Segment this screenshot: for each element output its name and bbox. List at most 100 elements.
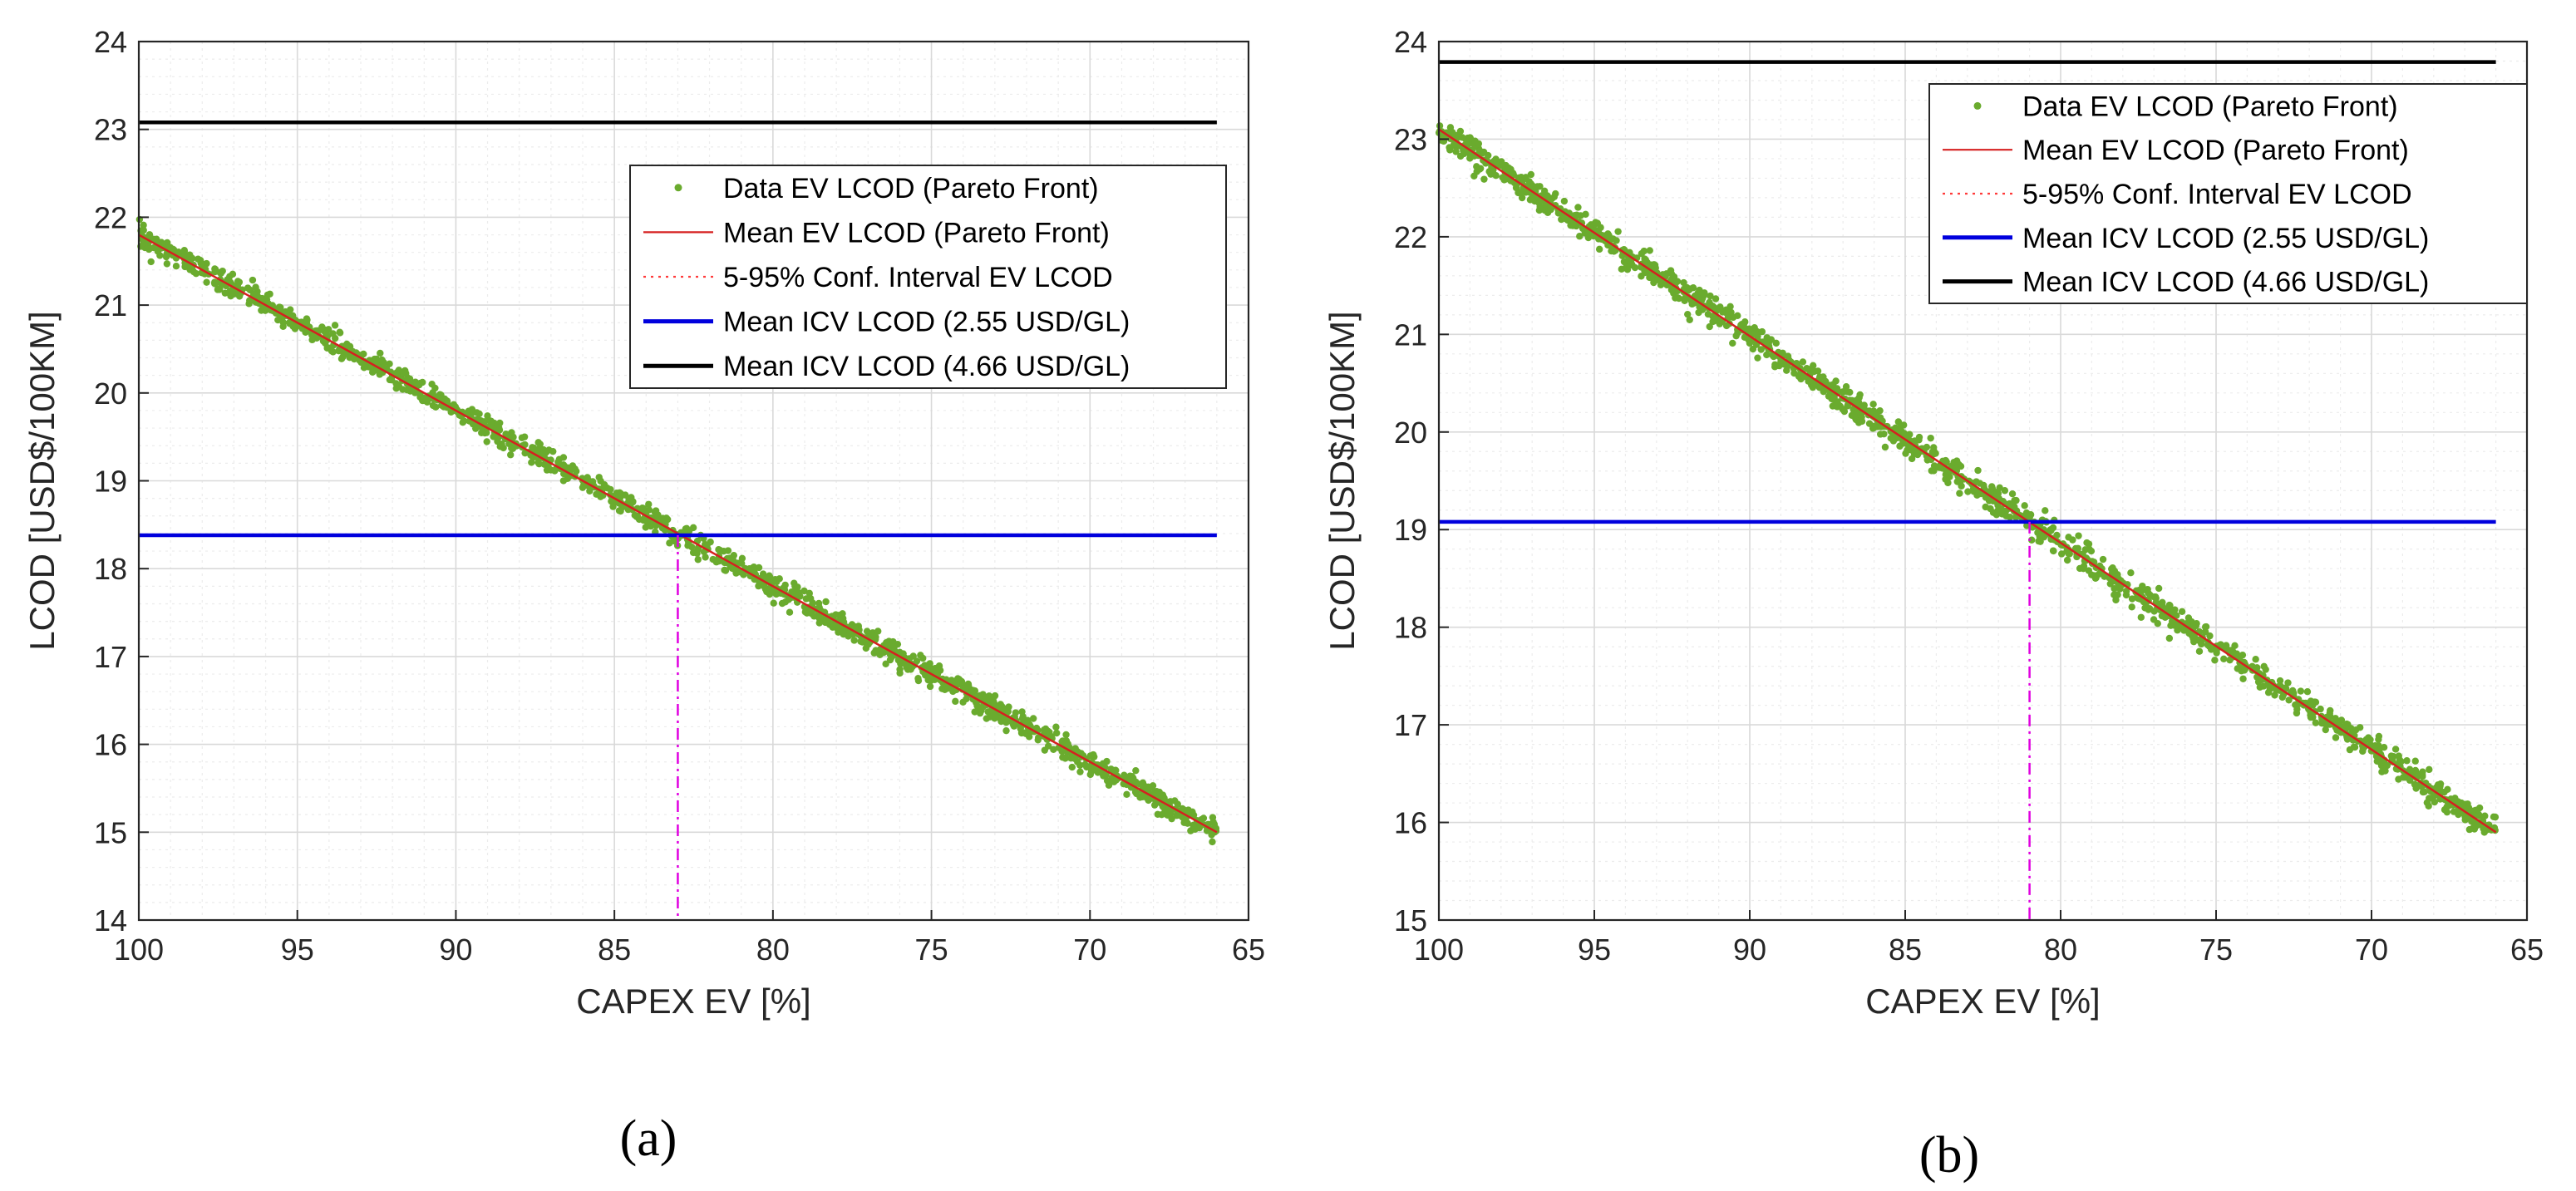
scatter-point — [2206, 632, 2214, 640]
x-axis-label: CAPEX EV [%] — [576, 982, 810, 1021]
scatter-point — [2480, 825, 2489, 833]
scatter-point — [1790, 369, 1798, 377]
scatter-point — [2154, 620, 2161, 627]
scatter-point — [221, 289, 229, 297]
scatter-point — [2290, 689, 2298, 697]
scatter-point — [952, 697, 959, 706]
scatter-point — [1052, 723, 1060, 731]
scatter-point — [1726, 303, 1734, 310]
scatter-point — [1958, 482, 1965, 490]
scatter-point — [1834, 403, 1841, 411]
scatter-point — [540, 449, 548, 456]
scatter-point — [2074, 544, 2082, 553]
scatter-point — [1571, 211, 1579, 219]
scatter-point — [2036, 533, 2043, 540]
scatter-point — [303, 316, 311, 324]
scatter-point — [2026, 513, 2033, 521]
scatter-point — [1706, 322, 1713, 331]
scatter-point — [403, 386, 411, 394]
scatter-point — [308, 336, 316, 344]
scatter-point — [2066, 550, 2073, 558]
scatter-point — [495, 426, 504, 434]
scatter-point — [1522, 174, 1529, 181]
scatter-point — [815, 619, 823, 627]
scatter-point — [1554, 209, 1563, 217]
scatter-point — [507, 451, 515, 459]
scatter-point — [2137, 613, 2145, 621]
x-tick-label: 85 — [598, 933, 631, 967]
scatter-point — [2293, 709, 2301, 717]
scatter-point — [1923, 443, 1931, 451]
scatter-point — [2155, 584, 2163, 593]
scatter-point — [1772, 339, 1780, 347]
x-tick-label: 80 — [2044, 933, 2077, 967]
scatter-point — [808, 610, 815, 618]
scatter-point — [2350, 726, 2357, 735]
scatter-point — [689, 549, 697, 557]
scatter-point — [1758, 327, 1766, 336]
scatter-point — [1956, 490, 1963, 497]
scatter-point — [2128, 603, 2135, 611]
scatter-point — [652, 507, 660, 514]
scatter-point — [978, 706, 985, 715]
scatter-point — [1825, 392, 1833, 400]
scatter-point — [1584, 229, 1591, 238]
scatter-point — [586, 487, 594, 495]
scatter-point — [1081, 760, 1089, 769]
scatter-point — [2122, 591, 2130, 599]
scatter-point — [1777, 357, 1785, 365]
chart-a: 100 95 90 85 80 75 70 65 14 15 16 17 18 19 20 21 22 23 24 C… — [22, 25, 1265, 1167]
scatter-point — [1722, 322, 1731, 330]
scatter-point — [2350, 743, 2358, 751]
scatter-point — [235, 278, 244, 286]
scatter-point — [1618, 265, 1625, 273]
x-tick-label: 65 — [1232, 933, 1265, 967]
scatter-point — [2380, 744, 2388, 751]
scatter-point — [2443, 808, 2451, 816]
scatter-point — [401, 367, 409, 375]
scatter-point — [1209, 818, 1217, 826]
scatter-point — [2381, 767, 2389, 775]
scatter-point — [2332, 734, 2340, 741]
scatter-point — [2284, 679, 2292, 687]
scatter-point — [1647, 273, 1655, 280]
scatter-point — [1830, 394, 1838, 401]
scatter-point — [1577, 212, 1584, 219]
scatter-point — [1686, 316, 1693, 323]
scatter-point — [923, 662, 930, 670]
y-tick-label: 16 — [94, 728, 127, 762]
scatter-point — [2002, 512, 2010, 519]
scatter-point — [1068, 763, 1076, 771]
x-tick-label: 90 — [439, 933, 472, 967]
scatter-point — [1155, 791, 1164, 800]
scatter-point — [914, 674, 922, 682]
scatter-point — [2151, 593, 2160, 601]
scatter-point — [368, 368, 377, 376]
scatter-point — [166, 244, 174, 251]
subfigure-label: (a) — [620, 1110, 677, 1167]
scatter-point — [395, 367, 403, 374]
scatter-point — [266, 290, 273, 298]
scatter-point — [1103, 777, 1111, 785]
scatter-point — [180, 248, 189, 255]
scatter-point — [163, 260, 171, 268]
scatter-point — [1029, 715, 1037, 722]
scatter-point — [1799, 358, 1807, 366]
scatter-point — [2008, 490, 2017, 498]
scatter-point — [2252, 656, 2259, 663]
scatter-point — [607, 485, 614, 494]
scatter-point — [2411, 780, 2419, 788]
scatter-point — [1820, 387, 1827, 396]
scatter-point — [2239, 675, 2247, 682]
scatter-point — [1121, 772, 1128, 780]
scatter-point — [252, 283, 259, 291]
scatter-point — [378, 357, 386, 364]
legend-scatter-marker — [1973, 101, 1982, 110]
scatter-point — [2433, 784, 2441, 791]
scatter-point — [1994, 501, 2002, 509]
legend-scatter-marker — [674, 184, 682, 192]
scatter-point — [2063, 556, 2071, 564]
scatter-point — [755, 582, 762, 590]
scatter-point — [874, 627, 882, 635]
scatter-point — [1052, 729, 1061, 737]
